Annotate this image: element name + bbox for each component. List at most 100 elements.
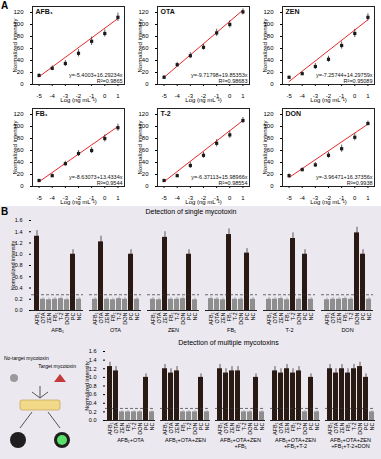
svg-text:y=-5.4003+16.29234xR²=0.9865: y=-5.4003+16.29234xR²=0.9865 (69, 72, 123, 84)
svg-text:0: 0 (228, 93, 232, 99)
svg-text:60: 60 (17, 45, 24, 51)
svg-text:60: 60 (142, 147, 149, 153)
svg-text:-4: -4 (300, 93, 306, 99)
svg-text:DON: DON (286, 110, 302, 117)
svg-text:60: 60 (267, 147, 274, 153)
svg-text:-5: -5 (161, 195, 167, 201)
svg-text:-5: -5 (286, 195, 292, 201)
svg-text:1.6: 1.6 (15, 217, 23, 223)
svg-text:40: 40 (267, 159, 274, 165)
svg-text:1: 1 (241, 93, 245, 99)
svg-text:-5: -5 (36, 93, 42, 99)
svg-text:0: 0 (20, 183, 24, 189)
svg-text:Log (ng mL⁻¹): Log (ng mL⁻¹) (185, 97, 221, 103)
svg-text:FB₁: FB₁ (36, 110, 48, 117)
svg-text:-4: -4 (175, 195, 181, 201)
svg-text:1: 1 (241, 195, 245, 201)
svg-text:1.4: 1.4 (15, 229, 23, 235)
svg-text:NC: NC (134, 312, 140, 320)
svg-text:AFB₁: AFB₁ (36, 8, 53, 15)
svg-text:80: 80 (17, 135, 24, 141)
svg-text:1: 1 (116, 93, 120, 99)
svg-text:Normalized intensity: Normalized intensity (262, 120, 268, 174)
svg-text:AFB₁+OTA+ZEN+FB₁: AFB₁+OTA+ZEN+FB₁ (220, 437, 261, 449)
svg-text:0: 0 (20, 81, 24, 87)
svg-text:60: 60 (142, 45, 149, 51)
svg-text:20: 20 (17, 69, 24, 75)
svg-text:40: 40 (142, 57, 149, 63)
svg-text:Normalized intensity: Normalized intensity (84, 361, 90, 411)
svg-text:20: 20 (17, 171, 24, 177)
svg-text:40: 40 (17, 159, 24, 165)
svg-text:80: 80 (142, 135, 149, 141)
svg-text:80: 80 (267, 135, 274, 141)
svg-text:T-2: T-2 (286, 327, 294, 333)
svg-text:Normalized intensity: Normalized intensity (10, 240, 16, 290)
svg-text:-5: -5 (161, 93, 167, 99)
svg-text:y=-6.37113+15.98966xR²=0.98554: y=-6.37113+15.98966xR²=0.98554 (191, 174, 247, 186)
svg-text:NC: NC (308, 312, 314, 320)
svg-text:Log (ng mL⁻¹): Log (ng mL⁻¹) (310, 199, 346, 205)
svg-text:0: 0 (228, 195, 232, 201)
svg-text:NC: NC (314, 422, 320, 430)
svg-text:T-2: T-2 (161, 110, 171, 117)
svg-text:Log (ng mL⁻¹): Log (ng mL⁻¹) (60, 199, 96, 205)
svg-text:-4: -4 (50, 195, 56, 201)
svg-text:NC: NC (204, 422, 210, 430)
svg-text:OTA: OTA (161, 8, 175, 15)
svg-text:NC: NC (149, 422, 155, 430)
svg-text:40: 40 (267, 57, 274, 63)
svg-text:Normalized intensity: Normalized intensity (137, 18, 143, 72)
svg-text:60: 60 (267, 45, 274, 51)
svg-text:20: 20 (142, 69, 149, 75)
svg-text:AFB₁+OTA+ZEN+FB₁+T-2: AFB₁+OTA+ZEN+FB₁+T-2 (275, 437, 316, 449)
svg-text:AFB₁+OTA: AFB₁+OTA (117, 437, 144, 443)
svg-text:0.2: 0.2 (15, 296, 23, 302)
svg-text:-4: -4 (300, 195, 306, 201)
svg-text:20: 20 (142, 171, 149, 177)
svg-text:y=-3.96471+16.37356xR²=0.9938: y=-3.96471+16.37356xR²=0.9938 (316, 174, 373, 186)
svg-text:AFB₁+OTA+ZEN: AFB₁+OTA+ZEN (165, 437, 206, 443)
svg-text:120: 120 (13, 9, 24, 15)
svg-text:Target mycotoxin: Target mycotoxin (38, 363, 76, 369)
svg-text:Normalized intensity: Normalized intensity (12, 18, 18, 72)
svg-text:60: 60 (17, 147, 24, 153)
svg-text:120: 120 (138, 111, 149, 117)
svg-text:120: 120 (263, 111, 274, 117)
svg-text:-4: -4 (175, 93, 181, 99)
svg-text:80: 80 (142, 33, 149, 39)
svg-text:0: 0 (270, 183, 274, 189)
svg-text:No-target mycotoxin: No-target mycotoxin (4, 355, 49, 361)
svg-text:ZEN: ZEN (168, 327, 179, 333)
svg-text:-4: -4 (50, 93, 56, 99)
svg-text:1: 1 (366, 195, 370, 201)
svg-text:80: 80 (17, 33, 24, 39)
svg-text:40: 40 (142, 159, 149, 165)
svg-text:AFB₁: AFB₁ (51, 327, 64, 333)
svg-text:0: 0 (353, 93, 357, 99)
svg-text:0: 0 (145, 81, 149, 87)
svg-text:0: 0 (270, 81, 274, 87)
svg-text:NC: NC (76, 312, 82, 320)
svg-text:0.0: 0.0 (15, 307, 23, 313)
svg-text:0.0: 0.0 (89, 417, 97, 423)
svg-text:1: 1 (366, 93, 370, 99)
svg-text:y=-7.25744+14.29759xR²=0.95089: y=-7.25744+14.29759xR²=0.95089 (316, 72, 373, 84)
svg-text:1.6: 1.6 (89, 348, 97, 354)
svg-text:OTA: OTA (110, 327, 121, 333)
svg-text:Normalized intensity: Normalized intensity (262, 18, 268, 72)
svg-text:20: 20 (267, 69, 274, 75)
svg-text:40: 40 (17, 57, 24, 63)
svg-text:Normalized intensity: Normalized intensity (12, 120, 18, 174)
svg-text:Log (ng mL⁻¹): Log (ng mL⁻¹) (310, 97, 346, 103)
svg-text:120: 120 (138, 9, 149, 15)
svg-text:80: 80 (267, 33, 274, 39)
svg-text:DON: DON (341, 327, 353, 333)
svg-text:y=-8.63073+13.4334xR²=0.9544: y=-8.63073+13.4334xR²=0.9544 (69, 174, 123, 186)
svg-text:Log (ng mL⁻¹): Log (ng mL⁻¹) (185, 199, 221, 205)
svg-text:0: 0 (103, 93, 107, 99)
svg-text:-5: -5 (36, 195, 42, 201)
svg-text:20: 20 (267, 171, 274, 177)
svg-text:NC: NC (192, 312, 198, 320)
svg-text:y=-9.71798+19.85353xR²=0.98683: y=-9.71798+19.85353xR²=0.98683 (191, 72, 248, 84)
